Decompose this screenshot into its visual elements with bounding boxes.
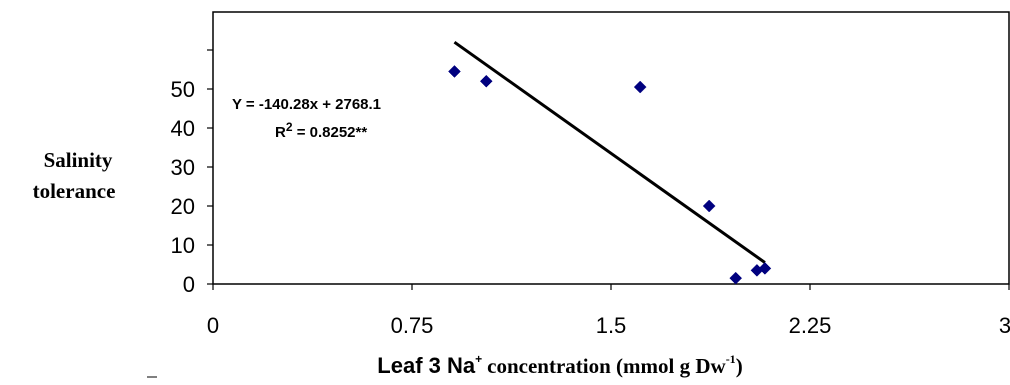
data-point bbox=[448, 65, 461, 78]
r-squared-label: R2 = 0.8252** bbox=[275, 120, 367, 141]
y-axis-label-line1: Salinity bbox=[44, 148, 113, 172]
y-axis-ticks: 0 10 20 30 40 50 bbox=[171, 49, 213, 297]
data-point bbox=[479, 74, 493, 88]
data-point bbox=[702, 199, 716, 213]
y-axis-label-line2: tolerance bbox=[33, 179, 116, 203]
x-tick-label: 1.5 bbox=[596, 313, 627, 338]
regression-equation: Y = -140.28x + 2768.1 bbox=[232, 96, 381, 113]
x-axis-ticks: 0 0.75 1.5 2.25 3 bbox=[207, 284, 1010, 338]
trendline bbox=[453, 40, 766, 264]
trendline-group bbox=[453, 40, 766, 264]
y-tick-label: 40 bbox=[171, 116, 195, 141]
plot-area bbox=[212, 11, 1010, 285]
y-tick-label: 0 bbox=[183, 272, 195, 297]
x-tick-label: 3 bbox=[999, 313, 1010, 338]
data-point bbox=[758, 262, 772, 275]
y-tick-label: 30 bbox=[171, 155, 195, 180]
y-tick-label: 50 bbox=[171, 77, 195, 102]
y-tick-label: 20 bbox=[171, 194, 195, 219]
y-tick-label: 10 bbox=[171, 233, 195, 258]
x-tick-label: 2.25 bbox=[789, 313, 832, 338]
data-points bbox=[448, 65, 772, 285]
data-point bbox=[729, 271, 743, 285]
x-tick-label: 0 bbox=[207, 313, 219, 338]
x-axis-label: Leaf 3 Na+ concentration (mmol g Dw-1) bbox=[377, 352, 742, 378]
data-point bbox=[633, 80, 647, 94]
x-tick-label: 0.75 bbox=[391, 313, 434, 338]
